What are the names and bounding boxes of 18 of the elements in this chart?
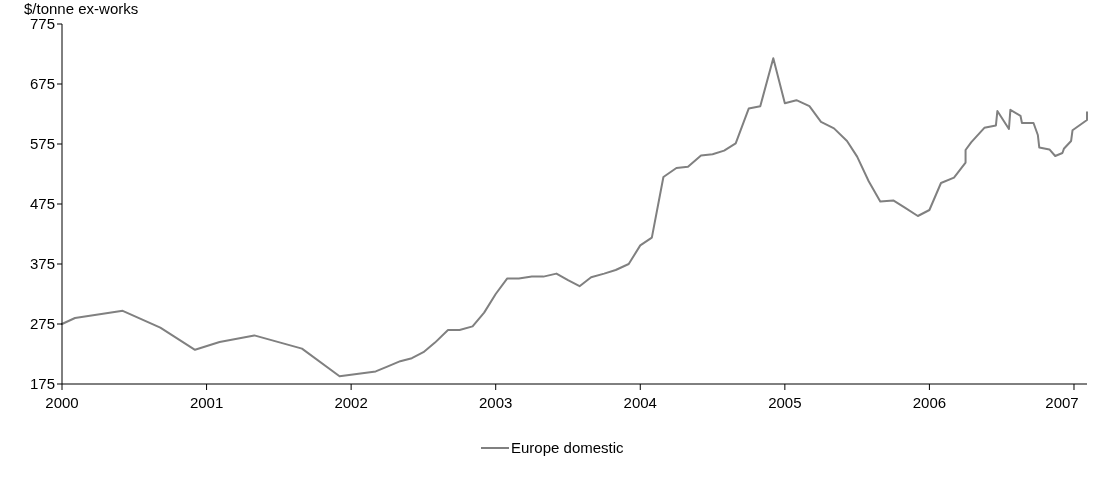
y-tick-label: 775 xyxy=(29,15,55,33)
y-tick-label: 575 xyxy=(29,135,55,153)
x-tick-label: 2002 xyxy=(334,394,368,411)
y-tick-label: 275 xyxy=(29,315,55,333)
y-tick-label: 675 xyxy=(29,75,55,93)
x-tick-label: 2001 xyxy=(189,394,224,411)
x-tick-label: 2005 xyxy=(768,394,802,411)
y-tick-label: 375 xyxy=(29,255,55,273)
x-tick-label: 2000 xyxy=(45,394,79,411)
x-tick-label: 2007 xyxy=(1045,394,1079,411)
x-tick-label: 2004 xyxy=(623,394,657,411)
x-tick-label: 2003 xyxy=(479,394,513,411)
line-series xyxy=(61,57,1088,378)
y-tick-label: 175 xyxy=(29,375,55,393)
x-tick-label: 2006 xyxy=(912,394,947,411)
y-tick-label: 475 xyxy=(29,195,55,213)
legend-label: Europe domestic xyxy=(511,439,625,457)
y-axis-title: $/tonne ex-works xyxy=(24,0,139,17)
